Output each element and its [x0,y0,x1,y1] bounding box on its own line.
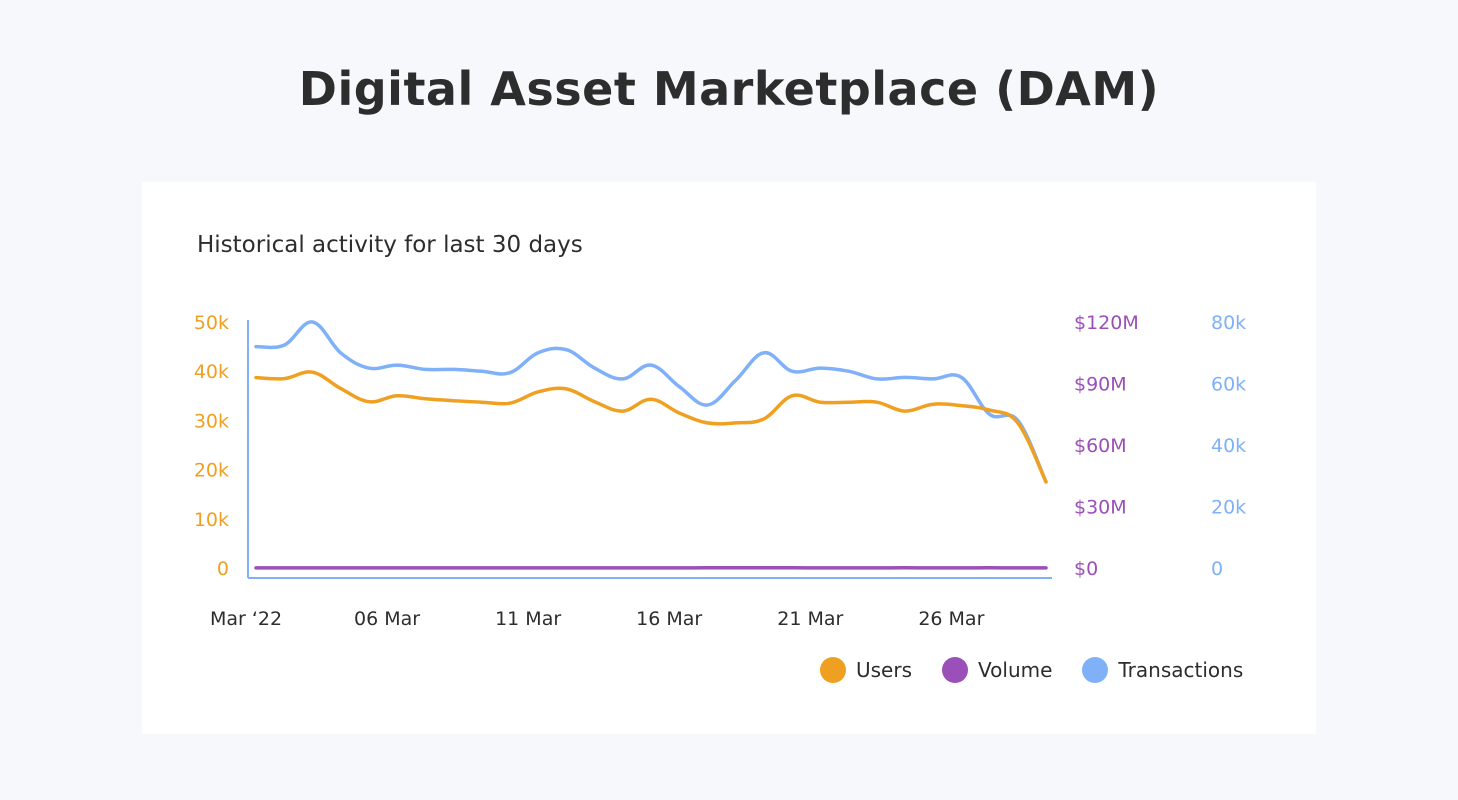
x-tick-label: 11 Mar [495,608,561,630]
chart-title: Historical activity for last 30 days [197,232,583,258]
volume-tick-label: $60M [1074,435,1127,457]
legend-item-users[interactable]: Users [820,657,912,683]
page-title: Digital Asset Marketplace (DAM) [298,62,1160,116]
left-tick-label: 10k [194,509,229,531]
x-tick-label: 21 Mar [777,608,843,630]
transactions-tick-label: 0 [1211,558,1223,580]
left-tick-label: 20k [194,460,229,482]
users-series-line [254,370,1048,484]
legend-label-volume: Volume [978,658,1053,682]
volume-tick-label: $0 [1074,558,1098,580]
volume-tick-label: $90M [1074,374,1127,396]
left-tick-label: 40k [194,361,229,383]
x-tick-label: 26 Mar [918,608,984,630]
left-tick-label: 50k [194,312,229,334]
volume-legend-marker-icon [942,657,969,683]
legend-label-users: Users [856,658,913,682]
volume-tick-label: $120M [1074,312,1139,334]
transactions-legend-marker-icon [1082,657,1109,683]
x-tick-label: 06 Mar [354,608,420,630]
x-tick-label: 16 Mar [636,608,702,630]
transactions-series-line [254,320,1048,484]
x-tick-label: Mar ‘22 [210,608,282,630]
volume-tick-label: $30M [1074,497,1127,519]
transactions-tick-label: 20k [1211,497,1246,519]
left-tick-label: 30k [194,410,229,432]
left-tick-label: 0 [217,558,229,580]
legend-item-transactions[interactable]: Transactions [1082,657,1243,683]
transactions-tick-label: 40k [1211,435,1246,457]
legend: Users Volume Transactions [820,654,1243,686]
legend-item-volume[interactable]: Volume [942,657,1052,683]
legend-label-transactions: Transactions [1118,658,1244,682]
transactions-tick-label: 80k [1211,312,1246,334]
transactions-tick-label: 60k [1211,374,1246,396]
users-legend-marker-icon [820,657,846,683]
chart-card [142,182,1316,734]
